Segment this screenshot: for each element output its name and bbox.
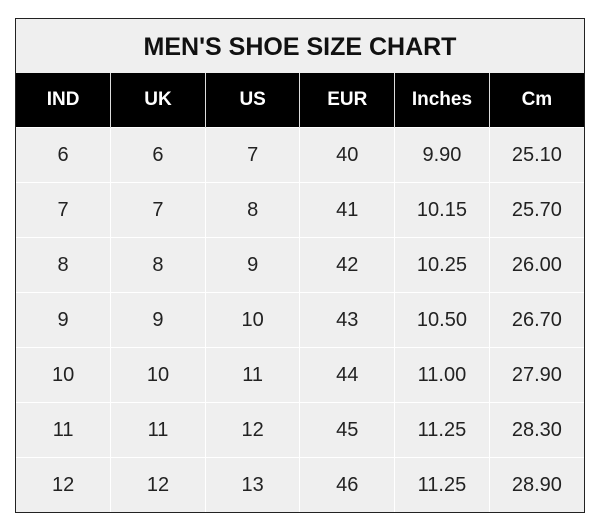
size-chart: MEN'S SHOE SIZE CHART IND UK US EUR Inches Cm…: [15, 18, 585, 513]
table-cell: 10: [204, 292, 300, 348]
table-cell: 10: [16, 347, 111, 403]
table-cell: 9.90: [394, 127, 490, 183]
size-table: IND UK US EUR Inches Cm 6 6 7 40 9.90 25.10 7 7 8 41 10…: [16, 73, 584, 512]
table-cell: 11.25: [394, 402, 490, 458]
table-cell: 10: [110, 347, 206, 403]
table-cell: 45: [299, 402, 395, 458]
table-cell: 40: [299, 127, 395, 183]
table-row: 9 9 10 43 10.50 26.70: [16, 292, 584, 348]
table-cell: 10.50: [394, 292, 490, 348]
column-header: EUR: [299, 73, 395, 128]
table-cell: 11.25: [394, 457, 490, 512]
table-cell: 12: [204, 402, 300, 458]
table-row: 10 10 11 44 11.00 27.90: [16, 347, 584, 403]
table-cell: 26.00: [488, 237, 584, 293]
table-cell: 10.15: [394, 182, 490, 238]
table-cell: 28.90: [488, 457, 584, 512]
column-header: Inches: [394, 73, 490, 128]
table-cell: 6: [16, 127, 111, 183]
table-cell: 44: [299, 347, 395, 403]
column-header: Cm: [488, 73, 584, 128]
table-cell: 28.30: [488, 402, 584, 458]
table-cell: 11: [16, 402, 111, 458]
table-cell: 6: [110, 127, 206, 183]
table-row: 11 11 12 45 11.25 28.30: [16, 402, 584, 458]
table-cell: 11: [110, 402, 206, 458]
table-cell: 42: [299, 237, 395, 293]
table-row: 6 6 7 40 9.90 25.10: [16, 127, 584, 183]
table-cell: 25.70: [488, 182, 584, 238]
table-cell: 27.90: [488, 347, 584, 403]
table-cell: 10.25: [394, 237, 490, 293]
table-cell: 43: [299, 292, 395, 348]
table-cell: 8: [110, 237, 206, 293]
table-cell: 9: [204, 237, 300, 293]
table-row: 12 12 13 46 11.25 28.90: [16, 457, 584, 512]
table-cell: 7: [16, 182, 111, 238]
table-cell: 25.10: [488, 127, 584, 183]
table-cell: 12: [110, 457, 206, 512]
column-header: UK: [110, 73, 206, 128]
header-row: IND UK US EUR Inches Cm: [16, 73, 584, 128]
column-header: US: [204, 73, 300, 128]
table-cell: 9: [110, 292, 206, 348]
table-cell: 7: [110, 182, 206, 238]
table-cell: 11.00: [394, 347, 490, 403]
table-cell: 12: [16, 457, 111, 512]
table-cell: 7: [204, 127, 300, 183]
chart-title: MEN'S SHOE SIZE CHART: [143, 33, 457, 61]
table-cell: 11: [204, 347, 300, 403]
table-row: 7 7 8 41 10.15 25.70: [16, 182, 584, 238]
table-cell: 9: [16, 292, 111, 348]
table-cell: 8: [204, 182, 300, 238]
table-cell: 8: [16, 237, 111, 293]
table-cell: 26.70: [488, 292, 584, 348]
column-header: IND: [16, 73, 111, 128]
table-cell: 13: [204, 457, 300, 512]
table-row: 8 8 9 42 10.25 26.00: [16, 237, 584, 293]
table-cell: 46: [299, 457, 395, 512]
table-cell: 41: [299, 182, 395, 238]
